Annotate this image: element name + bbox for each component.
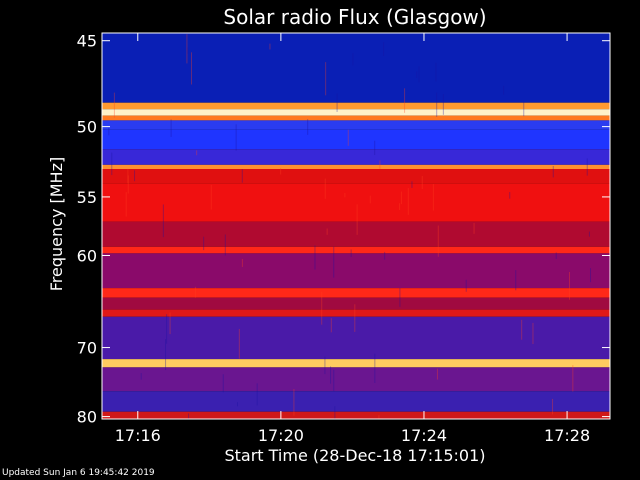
- x-tick-label: 17:24: [401, 426, 447, 445]
- frequency-band: [102, 316, 610, 360]
- frequency-band: [102, 169, 610, 184]
- updated-timestamp: Updated Sun Jan 6 19:45:42 2019: [2, 468, 155, 478]
- frequency-band: [102, 359, 610, 368]
- frequency-band: [102, 149, 610, 165]
- chart-title: Solar radio Flux (Glasgow): [223, 5, 486, 29]
- y-tick-label: 55: [77, 188, 97, 207]
- plot-frame: [101, 32, 611, 420]
- frequency-band: [102, 367, 610, 392]
- x-tick-label: 17:28: [544, 426, 590, 445]
- x-tick-label: 17:16: [115, 426, 161, 445]
- x-axis-label: Start Time (28-Dec-18 17:15:01): [224, 446, 485, 465]
- frequency-band: [102, 183, 610, 222]
- frequency-band: [102, 129, 610, 150]
- frequency-band: [102, 253, 610, 289]
- y-tick-label: 70: [77, 339, 97, 358]
- frequency-band: [102, 246, 610, 254]
- y-axis: 45 50 55 60 70 80: [77, 32, 610, 427]
- frequency-band: [102, 164, 610, 170]
- y-tick-label: 80: [77, 408, 97, 427]
- spectrogram-bands: [102, 33, 610, 419]
- frequency-band: [102, 102, 610, 110]
- x-axis: 17:16 17:20 17:24 17:28: [115, 33, 590, 445]
- frequency-band: [102, 309, 610, 317]
- frequency-band: [102, 288, 610, 298]
- y-tick-label: 60: [77, 246, 97, 265]
- frequency-band: [102, 221, 610, 247]
- y-axis-label: Frequency [MHz]: [47, 157, 66, 291]
- y-tick-label: 45: [77, 32, 97, 51]
- frequency-band: [102, 115, 610, 121]
- frequency-band: [102, 33, 610, 103]
- burst-streaks: [101, 34, 592, 419]
- x-tick-label: 17:20: [258, 426, 304, 445]
- frequency-band: [102, 109, 610, 116]
- frequency-band: [102, 411, 610, 419]
- frequency-band: [102, 391, 610, 412]
- frequency-band: [102, 120, 610, 130]
- y-tick-label: 50: [77, 118, 97, 137]
- frequency-band: [102, 297, 610, 310]
